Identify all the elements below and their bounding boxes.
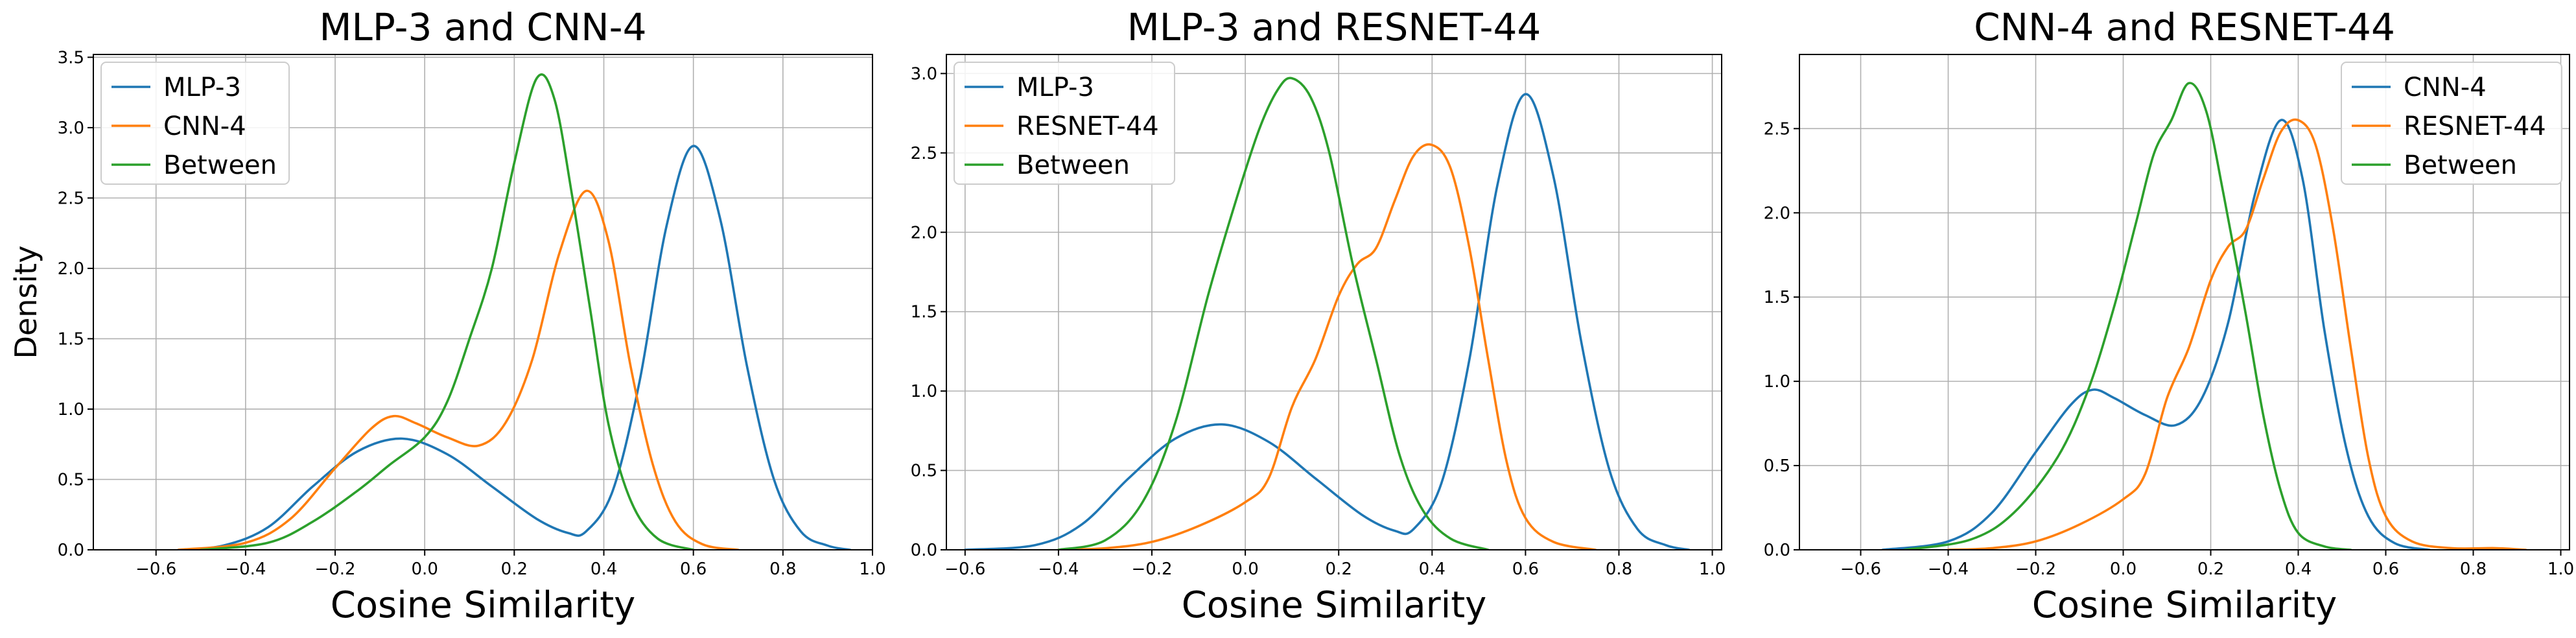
- y-axis-label: Density: [8, 246, 43, 359]
- x-tick-label: 0.0: [1232, 560, 1258, 579]
- legend: MLP-3 CNN-4 Between: [100, 62, 290, 185]
- x-axis-label: Cosine Similarity: [2032, 584, 2337, 626]
- legend-label-mlp-3: MLP-3: [163, 73, 241, 102]
- plot-frame: [946, 54, 1722, 550]
- x-tick-label: 0.4: [591, 560, 617, 579]
- x-tick-label: 0.6: [1512, 560, 1539, 579]
- x-tick-label: 0.6: [680, 560, 707, 579]
- y-tick-label: 3.0: [911, 64, 937, 84]
- chart-title: CNN-4 and RESNET-44: [1974, 5, 2395, 49]
- x-axis-label: Cosine Similarity: [331, 584, 636, 626]
- y-tick-label: 0.0: [58, 541, 84, 560]
- legend: MLP-3 RESNET-44 Between: [954, 62, 1175, 185]
- x-tick-label: 0.4: [1419, 560, 1446, 579]
- series-line-cnn-4: [177, 189, 740, 550]
- y-tick-label: 0.5: [1764, 456, 1790, 476]
- y-tick-label: 1.5: [58, 329, 84, 349]
- x-tick-label: 0.2: [1326, 560, 1352, 579]
- legend-label-between: Between: [2404, 150, 2517, 180]
- x-tick-label: −0.2: [1131, 560, 1172, 579]
- y-tick-label: 0.5: [911, 462, 937, 481]
- x-tick-label: −0.6: [1840, 560, 1881, 579]
- y-tick-label: 2.0: [1764, 204, 1790, 223]
- plot-frame: [1799, 54, 2570, 550]
- y-tick-label: 2.0: [58, 259, 84, 279]
- chart-panel-1: −0.6 −0.4 −0.2 0.0 0.2 0.4 0.6 0.8 1.0 0.0 0.5 1.0 1…: [8, 5, 886, 626]
- x-tick-label: 0.0: [412, 560, 438, 579]
- y-tick-label: 3.0: [58, 119, 84, 138]
- legend-label-resnet-44: RESNET-44: [2404, 112, 2546, 141]
- x-tick-label: −0.2: [314, 560, 355, 579]
- series-line-resnet-44: [1057, 143, 1597, 550]
- x-tick-label: −0.6: [135, 560, 176, 579]
- chart-panel-3: −0.6 −0.4 −0.2 0.0 0.2 0.4 0.6 0.8 1.0 0.0 0.5 1.0 1…: [1764, 5, 2575, 626]
- series-line-between: [1903, 82, 2352, 550]
- x-tick-label: −0.4: [1928, 560, 1969, 579]
- series-line-mlp-3: [964, 93, 1691, 550]
- legend-box: [954, 62, 1175, 185]
- series-line-resnet-44: [1947, 118, 2527, 550]
- y-tick-label: 1.5: [1764, 288, 1790, 307]
- y-tick-label: 0.0: [911, 541, 937, 560]
- legend: CNN-4 RESNET-44 Between: [2341, 62, 2562, 185]
- x-tick-label: −0.4: [225, 560, 266, 579]
- x-tick-label: 0.6: [2372, 560, 2399, 579]
- y-tick-label: 0.0: [1764, 541, 1790, 560]
- y-tick-label: 2.5: [58, 189, 84, 208]
- legend-box: [2341, 62, 2562, 185]
- y-tick-label: 2.5: [911, 144, 937, 163]
- legend-label-between: Between: [163, 150, 277, 180]
- legend-label-cnn-4: CNN-4: [163, 112, 246, 141]
- x-tick-label: 0.8: [2460, 560, 2487, 579]
- x-tick-label: 1.0: [2547, 560, 2574, 579]
- x-tick-label: 0.0: [2110, 560, 2137, 579]
- y-tick-label: 1.0: [911, 382, 937, 401]
- x-tick-label: −0.4: [1038, 560, 1079, 579]
- x-tick-label: 0.2: [501, 560, 528, 579]
- x-tick-label: 0.2: [2197, 560, 2224, 579]
- y-tick-label: 1.5: [911, 303, 937, 322]
- chart-title: MLP-3 and CNN-4: [320, 5, 647, 49]
- legend-box: [100, 62, 290, 185]
- series-line-cnn-4: [1881, 119, 2431, 550]
- y-tick-label: 1.0: [58, 400, 84, 419]
- x-tick-label: 1.0: [859, 560, 885, 579]
- y-tick-label: 1.0: [1764, 372, 1790, 392]
- chart-panel-2: −0.6 −0.4 −0.2 0.0 0.2 0.4 0.6 0.8 1.0 0.0 0.5 1.0 1…: [911, 5, 1726, 626]
- x-tick-label: 0.4: [2285, 560, 2312, 579]
- x-tick-label: −0.2: [2015, 560, 2056, 579]
- legend-label-between: Between: [1016, 150, 1130, 180]
- y-tick-label: 0.5: [58, 470, 84, 490]
- legend-label-cnn-4: CNN-4: [2404, 73, 2487, 102]
- legend-label-mlp-3: MLP-3: [1016, 73, 1094, 102]
- x-tick-label: 0.8: [1606, 560, 1632, 579]
- legend-label-resnet-44: RESNET-44: [1016, 112, 1159, 141]
- series-line-between: [1057, 77, 1490, 550]
- series-line-between: [200, 73, 695, 550]
- y-tick-label: 2.0: [911, 223, 937, 242]
- chart-title: MLP-3 and RESNET-44: [1127, 5, 1541, 49]
- x-axis-label: Cosine Similarity: [1182, 584, 1487, 626]
- x-tick-label: −0.6: [944, 560, 985, 579]
- x-tick-label: 1.0: [1699, 560, 1726, 579]
- plot-frame: [93, 54, 873, 550]
- y-tick-label: 2.5: [1764, 119, 1790, 139]
- x-tick-label: 0.8: [769, 560, 796, 579]
- y-tick-label: 3.5: [58, 48, 84, 67]
